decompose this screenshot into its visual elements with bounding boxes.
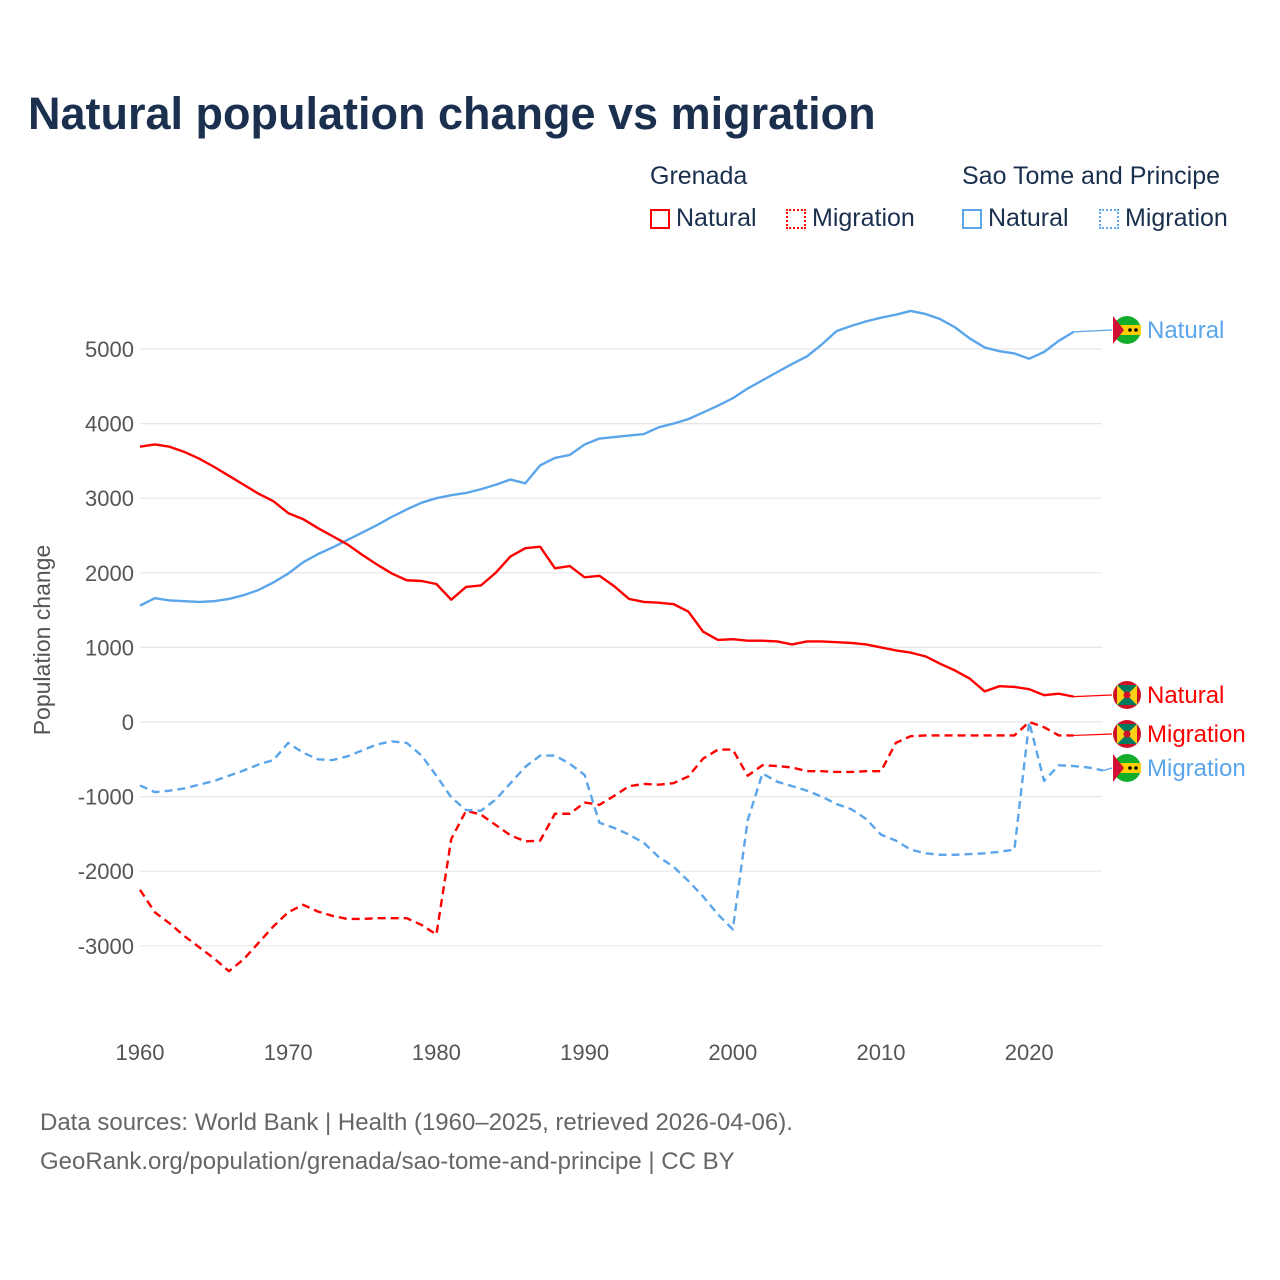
legend-item-stp-migration[interactable]: Migration bbox=[1099, 204, 1228, 233]
legend-label: Migration bbox=[812, 204, 915, 232]
series-line-sao-tome-and-principe-migration[interactable] bbox=[139, 720, 1104, 931]
end-connector bbox=[1073, 694, 1113, 698]
chart-title: Natural population change vs migration bbox=[28, 88, 876, 139]
y-tick-label: 0 bbox=[122, 710, 134, 735]
x-tick-label: 1970 bbox=[264, 1040, 313, 1065]
x-tick-label: 2000 bbox=[708, 1040, 757, 1065]
legend-item-grenada-natural[interactable]: Natural bbox=[650, 204, 757, 233]
end-connector bbox=[1073, 329, 1113, 333]
legend-swatch-dotted bbox=[786, 208, 806, 229]
legend-swatch-dotted bbox=[1099, 208, 1119, 229]
legend-item-grenada-migration[interactable]: Migration bbox=[786, 204, 915, 233]
y-tick-label: -3000 bbox=[78, 934, 134, 959]
series-end-label: Migration bbox=[1147, 755, 1246, 782]
end-connector bbox=[1073, 733, 1113, 737]
legend-group-grenada: Grenada bbox=[650, 162, 748, 190]
legend-label: Natural bbox=[676, 204, 757, 232]
y-tick-label: -1000 bbox=[78, 785, 134, 810]
footer-sources: Data sources: World Bank | Health (1960–… bbox=[40, 1109, 793, 1136]
x-tick-label: 2010 bbox=[857, 1040, 906, 1065]
grenada-flag-icon bbox=[1113, 681, 1141, 709]
series-end-label: Natural bbox=[1147, 317, 1224, 344]
end-connector bbox=[1103, 767, 1113, 772]
x-tick-label: 1980 bbox=[412, 1040, 461, 1065]
series-end-label: Natural bbox=[1147, 682, 1224, 709]
y-tick-label: 3000 bbox=[85, 486, 134, 511]
series-end-label: Migration bbox=[1147, 721, 1246, 748]
footer-url: GeoRank.org/population/grenada/sao-tome-… bbox=[40, 1148, 735, 1175]
x-tick-label: 2020 bbox=[1005, 1040, 1054, 1065]
y-tick-label: 2000 bbox=[85, 561, 134, 586]
legend-swatch-solid bbox=[650, 208, 670, 229]
sao-tome-flag-icon bbox=[1113, 754, 1141, 782]
y-tick-label: -2000 bbox=[78, 859, 134, 884]
series-line-sao-tome-and-principe-natural[interactable] bbox=[139, 309, 1075, 607]
series-line-grenada-natural[interactable] bbox=[139, 443, 1074, 698]
legend-group-sao-tome: Sao Tome and Principe bbox=[962, 162, 1221, 190]
x-tick-label: 1990 bbox=[560, 1040, 609, 1065]
legend-label: Natural bbox=[988, 204, 1069, 232]
y-tick-label: 4000 bbox=[85, 412, 134, 437]
series-line-grenada-migration[interactable] bbox=[138, 720, 1074, 973]
y-tick-label: 5000 bbox=[85, 337, 134, 362]
sao-tome-flag-icon bbox=[1113, 316, 1141, 344]
legend-item-stp-natural[interactable]: Natural bbox=[962, 204, 1069, 233]
legend-swatch-solid bbox=[962, 208, 982, 229]
y-axis-label: Population change bbox=[29, 545, 55, 736]
legend-label: Migration bbox=[1125, 204, 1228, 232]
x-tick-label: 1960 bbox=[116, 1040, 165, 1065]
grenada-flag-icon bbox=[1113, 720, 1141, 748]
y-tick-label: 1000 bbox=[85, 635, 134, 660]
